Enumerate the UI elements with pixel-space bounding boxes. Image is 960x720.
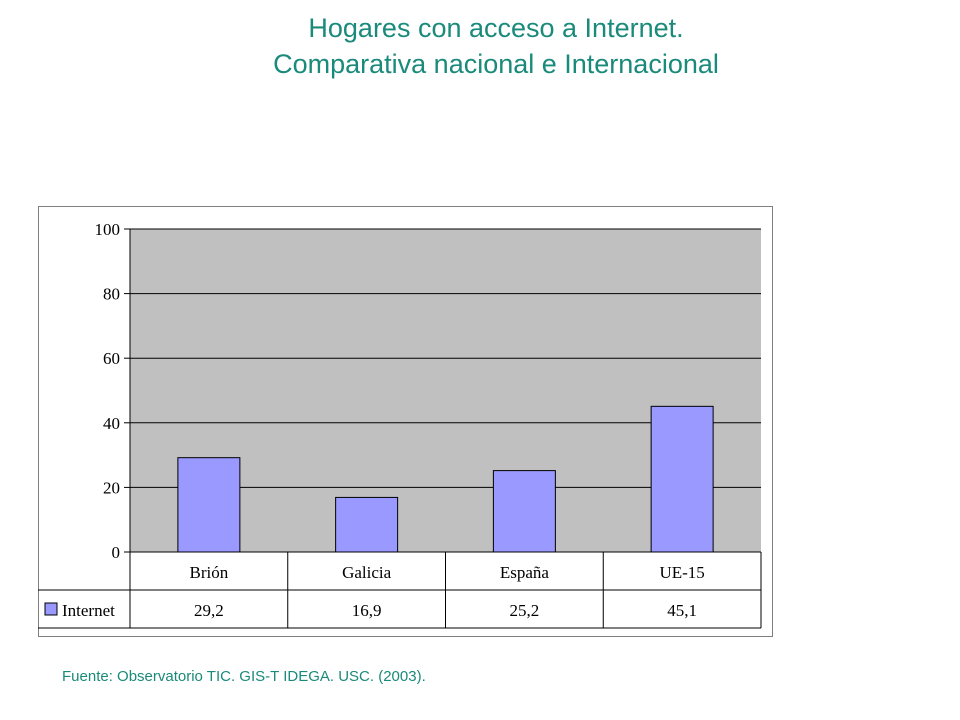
category-label: UE-15 bbox=[659, 563, 704, 582]
data-label: 16,9 bbox=[352, 601, 382, 620]
data-label: 29,2 bbox=[194, 601, 224, 620]
y-ticks: 0 20 40 60 80 100 bbox=[95, 220, 130, 562]
category-label: España bbox=[500, 563, 550, 582]
data-label: 25,2 bbox=[510, 601, 540, 620]
bar-galicia bbox=[335, 496, 399, 553]
data-label: 45,1 bbox=[667, 601, 697, 620]
y-tick-label: 0 bbox=[112, 543, 121, 562]
bars bbox=[177, 405, 714, 553]
y-tick-label: 20 bbox=[103, 478, 120, 497]
legend-label: Internet bbox=[62, 601, 115, 620]
source-note: Fuente: Observatorio TIC. GIS-T IDEGA. U… bbox=[62, 668, 426, 685]
y-tick-label: 100 bbox=[95, 220, 121, 239]
title-line-1: Hogares con acceso a Internet. bbox=[308, 13, 684, 43]
y-tick-label: 40 bbox=[103, 414, 120, 433]
legend-swatch bbox=[44, 602, 58, 616]
bar-españa bbox=[492, 470, 556, 553]
bar-ue-15 bbox=[650, 405, 714, 553]
data-table: Brión Galicia España UE-15 29,2 16,9 25,2 45,1 I… bbox=[38, 551, 762, 629]
chart-title: Hogares con acceso a Internet. Comparati… bbox=[0, 10, 960, 82]
category-label: Galicia bbox=[342, 563, 392, 582]
category-label: Brión bbox=[190, 563, 229, 582]
bar-brión bbox=[177, 457, 241, 553]
y-tick-label: 60 bbox=[103, 349, 120, 368]
y-tick-label: 80 bbox=[103, 285, 120, 304]
title-line-2: Comparativa nacional e Internacional bbox=[273, 49, 719, 79]
